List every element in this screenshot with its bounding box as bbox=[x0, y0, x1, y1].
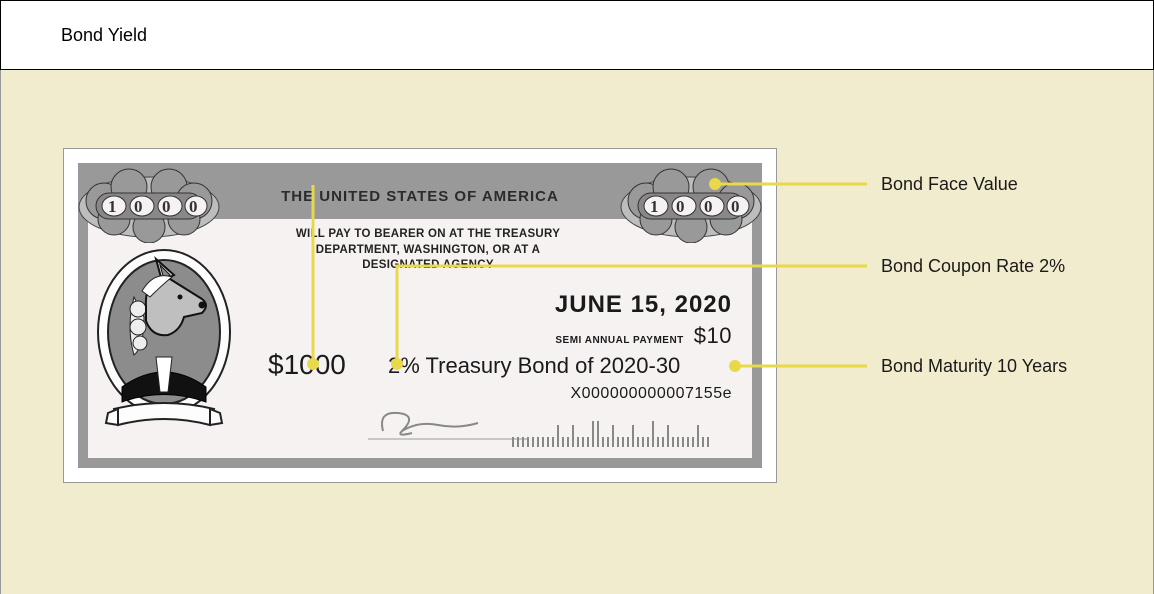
payee-text: WILL PAY TO BEARER ON AT THE TREASURY DE… bbox=[268, 227, 588, 274]
bond-country-text: THE UNITED STATES OF AMERICA bbox=[281, 188, 559, 205]
bond-inner: THE UNITED STATES OF AMERICA bbox=[78, 163, 762, 468]
svg-text:0: 0 bbox=[189, 197, 198, 216]
payee-line-3: DESIGNATED AGENCY bbox=[268, 258, 588, 274]
page-title: Bond Yield bbox=[61, 25, 147, 46]
semi-annual-row: SEMI ANNUAL PAYMENT $10 bbox=[555, 323, 732, 349]
barcode-icon bbox=[512, 417, 732, 447]
portrait-icon bbox=[84, 237, 244, 437]
rosette-right: 1 0 0 0 bbox=[616, 159, 766, 243]
face-value-text: $1000 bbox=[268, 349, 346, 381]
bond-date: JUNE 15, 2020 bbox=[555, 291, 732, 319]
rosette-left: 1 0 0 0 bbox=[74, 159, 224, 243]
svg-text:1: 1 bbox=[650, 197, 659, 216]
svg-text:1: 1 bbox=[108, 197, 117, 216]
header: Bond Yield bbox=[0, 0, 1154, 70]
svg-text:0: 0 bbox=[134, 197, 143, 216]
diagram-canvas: THE UNITED STATES OF AMERICA bbox=[0, 70, 1154, 594]
svg-text:0: 0 bbox=[162, 197, 171, 216]
signature-icon bbox=[368, 403, 528, 443]
svg-text:0: 0 bbox=[704, 197, 713, 216]
annotation-maturity: Bond Maturity 10 Years bbox=[881, 356, 1067, 377]
annotation-coupon-rate: Bond Coupon Rate 2% bbox=[881, 256, 1065, 277]
bond-description: 2% Treasury Bond of 2020-30 bbox=[388, 353, 680, 379]
bond-certificate: THE UNITED STATES OF AMERICA bbox=[63, 148, 777, 483]
annotation-face-value: Bond Face Value bbox=[881, 174, 1018, 195]
payee-line-1: WILL PAY TO BEARER ON AT THE TREASURY bbox=[268, 227, 588, 243]
svg-text:0: 0 bbox=[731, 197, 740, 216]
bond-serial: X000000000007155e bbox=[570, 385, 732, 403]
svg-text:0: 0 bbox=[676, 197, 685, 216]
semi-annual-label: SEMI ANNUAL PAYMENT bbox=[555, 335, 683, 346]
semi-annual-amount: $10 bbox=[694, 323, 732, 349]
payee-line-2: DEPARTMENT, WASHINGTON, OR AT A bbox=[268, 243, 588, 259]
